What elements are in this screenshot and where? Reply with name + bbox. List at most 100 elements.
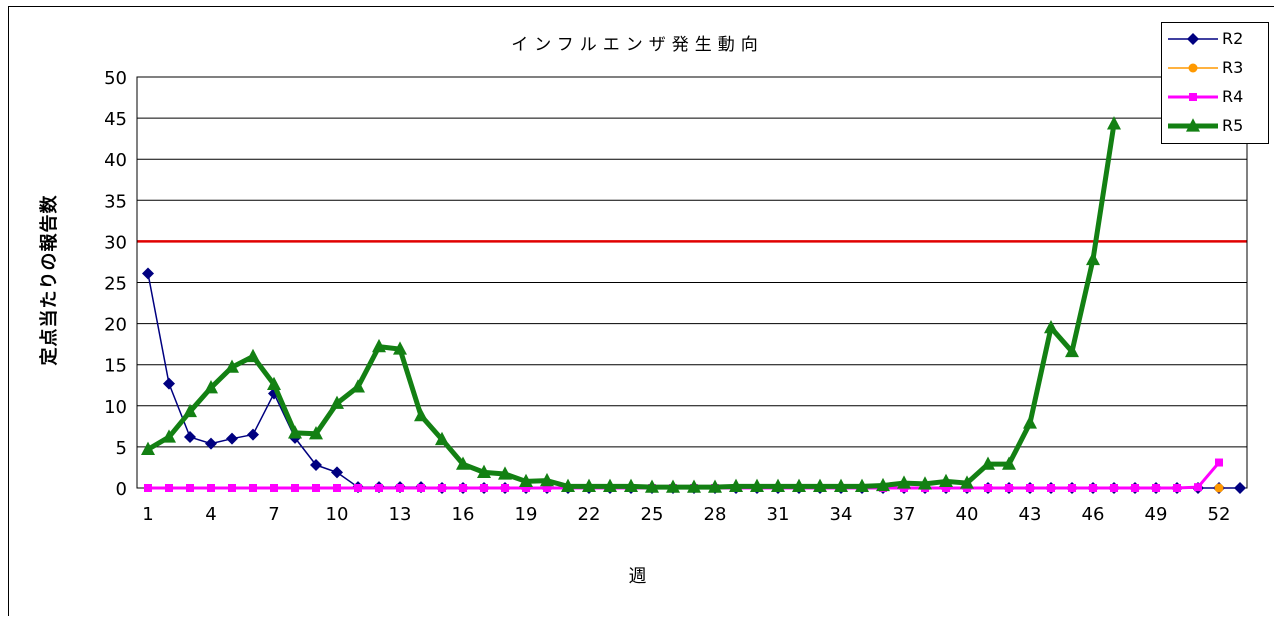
x-axis-label: 週 [628, 566, 647, 587]
data-point [1026, 484, 1034, 492]
data-point [834, 478, 848, 492]
data-point [270, 484, 278, 492]
data-point [792, 478, 806, 492]
data-point [939, 473, 953, 488]
data-point [477, 464, 491, 478]
data-point [1152, 484, 1160, 492]
legend-item-R4: R4 [1162, 87, 1268, 107]
data-point [331, 466, 343, 479]
data-point [543, 484, 551, 492]
data-point [1194, 483, 1202, 492]
data-point [1188, 63, 1198, 73]
data-point [813, 478, 827, 492]
x-tick-label: 31 [767, 504, 790, 525]
x-tick-label: 25 [641, 504, 664, 525]
data-point [1023, 415, 1037, 429]
data-point [582, 478, 596, 492]
data-point [396, 484, 404, 492]
series-line [147, 273, 1240, 489]
data-point [918, 476, 932, 490]
y-tick-label: 50 [104, 68, 127, 89]
data-point [312, 484, 320, 492]
y-tick-label: 30 [104, 232, 127, 253]
legend-swatch [1168, 118, 1218, 132]
series-layer [141, 116, 1246, 494]
data-point [267, 376, 281, 391]
data-point [144, 484, 152, 492]
data-point [163, 377, 175, 390]
legend: R2 R3 R4 R5 [1161, 22, 1269, 144]
data-point [1002, 456, 1016, 470]
x-tick-label: 19 [515, 504, 538, 525]
data-point [750, 478, 764, 492]
y-tick-labels: 0 5 10 15 20 25 30 35 40 45 50 [104, 68, 127, 500]
data-point [204, 380, 218, 394]
data-point [603, 478, 617, 492]
data-point [1215, 458, 1223, 467]
x-tick-label: 13 [389, 504, 412, 525]
data-point [1089, 484, 1097, 492]
x-tick-label: 52 [1208, 504, 1231, 525]
x-tick-labels: 1 4 7 10 13 16 19 22 25 28 31 34 37 40 43 46 49 52 [142, 504, 1230, 525]
data-point [309, 426, 323, 440]
series-R5 [141, 116, 1121, 493]
x-tick-label: 43 [1019, 504, 1042, 525]
data-point [375, 484, 383, 492]
data-point [225, 359, 239, 373]
data-point [984, 484, 992, 492]
data-point [142, 267, 154, 280]
data-point [1214, 483, 1224, 493]
legend-item-R3: R3 [1162, 58, 1268, 78]
data-point [351, 379, 365, 393]
data-point [501, 484, 509, 492]
data-point [687, 479, 701, 493]
legend-label: R2 [1222, 29, 1244, 48]
x-tick-label: 37 [893, 504, 916, 525]
data-point [981, 456, 995, 470]
data-point [162, 429, 176, 443]
x-tick-label: 7 [268, 504, 279, 525]
data-point [414, 407, 428, 422]
data-point [1065, 343, 1079, 358]
x-tick-label: 16 [452, 504, 475, 525]
data-point [522, 484, 530, 492]
data-point [729, 478, 743, 492]
y-tick-label: 15 [104, 356, 127, 377]
data-point [207, 484, 215, 492]
data-point [435, 431, 449, 446]
data-point [438, 484, 446, 492]
legend-label: R3 [1222, 58, 1244, 77]
data-point [624, 478, 638, 492]
data-point [372, 338, 386, 353]
data-point [519, 473, 533, 488]
data-point [333, 484, 341, 492]
data-point [708, 479, 722, 493]
y-tick-label: 45 [104, 109, 127, 130]
data-point [330, 395, 344, 409]
data-point [354, 484, 362, 492]
data-point [540, 472, 554, 487]
data-point [771, 478, 785, 492]
data-point [1131, 484, 1139, 492]
data-point [184, 431, 196, 444]
data-point [561, 478, 575, 492]
data-point [247, 428, 259, 441]
data-point [1110, 484, 1118, 492]
x-tick-label: 10 [326, 504, 349, 525]
y-tick-label: 20 [104, 315, 127, 336]
data-point [310, 458, 322, 471]
data-point [498, 466, 512, 480]
data-point [1107, 116, 1121, 130]
legend-swatch [1168, 63, 1218, 73]
data-point [417, 484, 425, 492]
data-point [960, 475, 974, 489]
data-point [1044, 320, 1058, 334]
data-point [666, 479, 680, 493]
data-point [228, 484, 236, 492]
chart-frame [8, 6, 1274, 616]
data-point [855, 478, 869, 492]
data-point [1187, 33, 1199, 45]
data-point [459, 484, 467, 492]
x-tick-label: 34 [830, 504, 853, 525]
